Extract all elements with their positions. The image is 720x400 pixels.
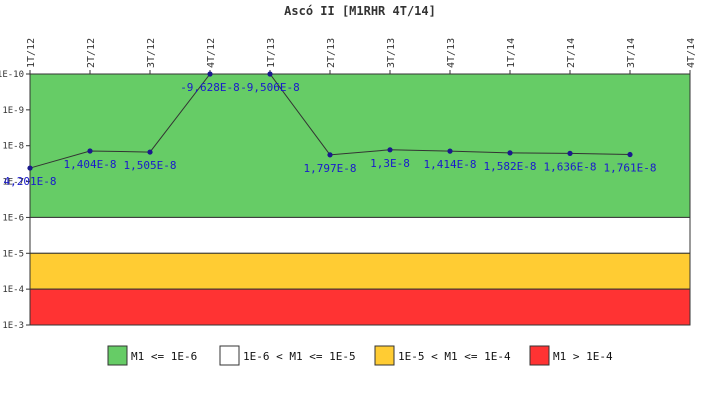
y-tick-label: 1E-7: [2, 178, 24, 188]
legend-swatch: [529, 345, 550, 366]
x-tick-label: 2T/12: [86, 38, 97, 68]
x-tick-label: 2T/13: [326, 38, 337, 68]
y-tick-label: 1E-8: [2, 142, 24, 152]
y-tick-label: 1E-9: [2, 106, 24, 116]
data-label: 1,505E-8: [124, 159, 177, 172]
legend: M1 <= 1E-6 1E-6 < M1 <= 1E-5 1E-5 < M1 <= …: [107, 345, 613, 366]
legend-label: M1 > 1E-4: [553, 350, 613, 363]
y-tick-label: 1E-6: [2, 213, 24, 223]
legend-swatch: [219, 345, 240, 366]
x-tick-label: 1T/14: [506, 38, 517, 68]
data-label: -9,506E-8: [240, 81, 300, 94]
y-tick-label: 1E-5: [2, 249, 24, 259]
series-line: 4,201E-8 1,404E-8 1,505E-8 -9,628E-8 -9,506E…: [4, 71, 657, 188]
x-axis-ticks: 1T/12 2T/12 3T/12 4T/12 1T/13 2T/13 3T/13 4T/13…: [26, 38, 697, 74]
band-2: [29, 252, 691, 290]
data-label: 1,3E-8: [370, 157, 410, 170]
x-tick-label: 1T/13: [266, 38, 277, 68]
x-tick-label: 4T/14: [686, 38, 697, 68]
y-tick-label: 1E-10: [0, 70, 24, 80]
band-1: [29, 216, 691, 254]
data-label: 4,201E-8: [4, 175, 57, 188]
legend-label: M1 <= 1E-6: [131, 350, 197, 363]
data-label: -9,628E-8: [180, 81, 240, 94]
data-point: [27, 165, 33, 171]
data-label: 1,582E-8: [484, 160, 537, 173]
x-tick-label: 3T/13: [386, 38, 397, 68]
y-axis-ticks: 1E-10 1E-9 1E-8 1E-7 1E-6 1E-5 1E-4 1E-3: [0, 70, 30, 331]
risk-bands: [29, 73, 691, 326]
data-point: [327, 152, 333, 158]
data-label: 1,404E-8: [64, 158, 117, 171]
data-label: 1,414E-8: [424, 158, 477, 171]
x-tick-label: 3T/12: [146, 38, 157, 68]
legend-label: 1E-6 < M1 <= 1E-5: [243, 350, 356, 363]
x-tick-label: 4T/12: [206, 38, 217, 68]
legend-label: 1E-5 < M1 <= 1E-4: [398, 350, 511, 363]
legend-swatch: [107, 345, 128, 366]
chart-title: Ascó II [M1RHR 4T/14]: [284, 4, 436, 18]
data-point: [87, 148, 93, 154]
data-point: [507, 150, 513, 156]
x-tick-label: 1T/12: [26, 38, 37, 68]
legend-swatch: [374, 345, 395, 366]
data-point: [447, 148, 453, 154]
x-tick-label: 2T/14: [566, 38, 577, 68]
data-label: 1,761E-8: [604, 162, 657, 175]
data-point: [267, 71, 273, 77]
data-point: [207, 71, 213, 77]
x-tick-label: 3T/14: [626, 38, 637, 68]
band-0: [29, 73, 691, 218]
y-tick-label: 1E-4: [2, 285, 24, 295]
data-point: [627, 151, 633, 158]
band-3: [29, 288, 691, 326]
data-label: 1,797E-8: [304, 162, 357, 175]
y-tick-label: 1E-3: [2, 321, 24, 331]
data-point: [147, 149, 153, 155]
x-tick-label: 4T/13: [446, 38, 457, 68]
data-label: 1,636E-8: [544, 160, 597, 173]
data-point: [387, 147, 393, 153]
data-point: [567, 150, 573, 156]
